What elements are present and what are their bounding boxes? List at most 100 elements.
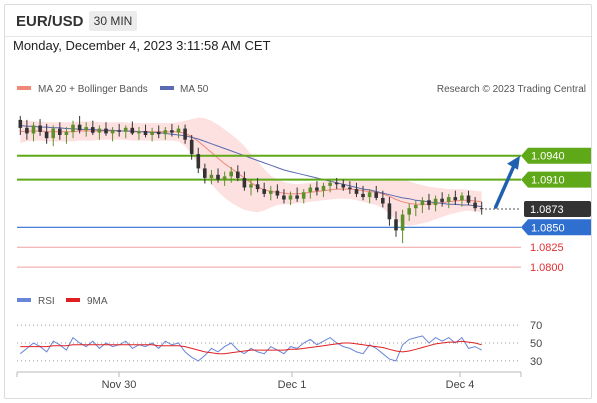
candle-body [110,130,115,134]
candle-body [143,131,148,135]
candle-body [269,190,273,194]
candle-body [308,187,313,193]
candle-body [414,205,418,209]
candle-body [249,184,253,188]
candle-body [440,198,444,202]
candle-body [58,128,62,135]
candle-body [367,192,372,198]
candle-body [460,195,464,201]
candle-body [381,197,385,204]
candle-body [354,189,359,194]
candle-body [91,127,95,133]
bollinger-band-area [20,117,482,226]
resistance-price-label: 1.0940 [531,151,565,163]
candle-body [229,171,233,177]
candle-body [453,197,458,201]
candle-body [348,187,352,190]
candle-body [71,124,75,132]
candle-body [176,128,181,133]
current-price-tag [524,201,591,218]
forecast-arrow-head [507,155,520,170]
x-axis-tick-label: Dec 1 [278,379,307,391]
support-price-label: 1.0800 [530,262,564,274]
candle-body [427,200,431,206]
candle-body [25,127,29,134]
ma50-line [20,125,482,208]
candle-body [137,131,141,134]
candle-body [196,154,201,169]
forecast-arrow-shaft [493,163,516,209]
candle-body [301,192,306,199]
x-axis-tick-label: Nov 30 [102,379,137,391]
candle-body [361,193,365,198]
candle-body [242,178,247,188]
x-axis-tick-label: Dec 4 [446,379,475,391]
candle-body [84,127,88,131]
candle-body [321,185,326,191]
rsi-ma9-line [20,340,482,355]
candle-body [433,198,438,206]
current-price-label: 1.0873 [530,204,564,216]
ma9-legend-swatch [66,298,80,302]
pivot-price-tag [521,219,591,236]
research-credit: Research © 2023 Trading Central [437,84,586,95]
candle-body [117,130,121,132]
candle-body [282,195,286,200]
candle-body [156,131,161,135]
candle-body [394,219,398,231]
candle-body [446,197,451,202]
candle-body [170,130,174,133]
rsi-tick-label: 50 [530,338,542,350]
candle-body [150,131,154,135]
candle-body [209,174,214,178]
candle-body [31,125,36,134]
resistance-price-label: 1.0910 [531,175,565,187]
candle-body [466,195,471,203]
rsi-tick-label: 30 [530,356,542,368]
candle-body [374,192,378,198]
candle-body [236,171,240,178]
ma50-legend-label: MA 50 [180,84,209,95]
timestamp: Monday, December 4, 2023 3:11:58 AM CET [13,38,271,53]
support-price-label: 1.0825 [530,242,564,254]
candle-body [255,184,260,190]
candle-body [275,190,280,196]
candle-body [479,208,484,210]
candle-body [97,128,102,133]
candle-body [295,195,299,199]
pivot-price-label: 1.0850 [531,222,565,234]
candle-body [420,200,425,206]
candle-body [262,189,266,194]
ma20-legend-swatch [17,86,31,90]
chart-header: EUR/USD 30 MIN [5,5,591,37]
candle-body [130,127,135,134]
candle-body [77,124,82,131]
candle-body [328,182,332,186]
rsi-line [19,335,482,362]
candle-body [407,208,411,215]
candle-body [64,131,69,135]
candle-body [341,184,346,188]
ma20-legend-label: MA 20 + Bollinger Bands [38,84,148,95]
candle-body [44,131,49,139]
candle-body [189,139,194,155]
candle-body [387,203,392,220]
candle-body [400,214,405,231]
ma9-legend-label: 9MA [87,296,108,307]
candle-body [104,128,108,134]
candle-body [222,176,227,180]
candle-body [473,202,477,209]
interval-badge[interactable]: 30 MIN [89,11,137,31]
candle-body [183,128,187,140]
candle-body [38,125,42,132]
candle-body [123,127,128,132]
resistance-price-tag [521,147,591,164]
candle-body [18,119,23,128]
candle-body [163,130,168,135]
rsi-legend-label: RSI [38,296,55,307]
instrument-title: EUR/USD [16,13,84,30]
candle-body [51,128,55,139]
candle-body [203,168,207,178]
candle-body [315,187,319,191]
